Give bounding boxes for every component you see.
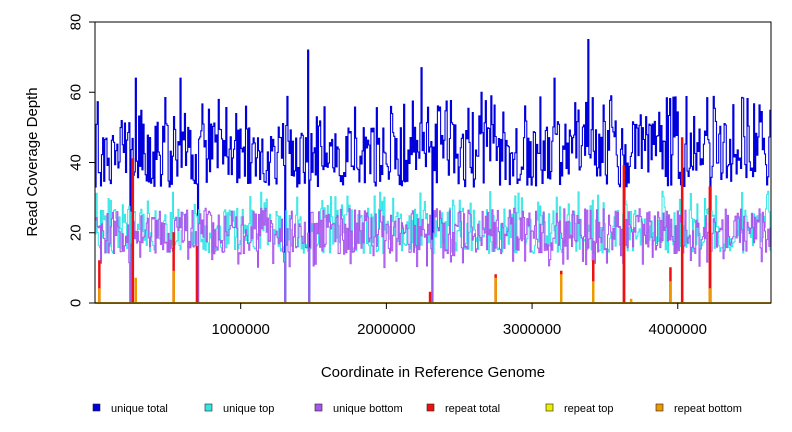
legend-label: unique top bbox=[223, 403, 274, 415]
legend-swatch bbox=[314, 403, 323, 412]
legend-swatch bbox=[204, 403, 213, 412]
x-axis-title: Coordinate in Reference Genome bbox=[321, 364, 545, 381]
series-unique-bottom bbox=[95, 207, 771, 304]
legend: unique total unique top unique bottom repea… bbox=[92, 403, 742, 415]
series-unique-total bbox=[95, 39, 771, 304]
y-axis: 0 20 40 60 80 bbox=[68, 14, 95, 307]
legend-label: unique total bbox=[111, 403, 168, 415]
y-axis-title: Read Coverage Depth bbox=[24, 87, 41, 236]
legend-swatch bbox=[426, 403, 435, 412]
x-tick-label: 3000000 bbox=[503, 321, 561, 338]
legend-item: unique total bbox=[92, 403, 168, 415]
legend-label: repeat bottom bbox=[674, 403, 742, 415]
y-tick-label: 60 bbox=[68, 84, 85, 101]
y-tick-label: 20 bbox=[68, 224, 85, 241]
legend-swatch bbox=[655, 403, 664, 412]
legend-item: unique top bbox=[204, 403, 274, 415]
legend-label: repeat top bbox=[564, 403, 614, 415]
y-tick-label: 80 bbox=[68, 14, 85, 31]
x-tick-label: 2000000 bbox=[357, 321, 415, 338]
y-tick-label: 0 bbox=[68, 299, 85, 307]
legend-item: repeat total bbox=[426, 403, 500, 415]
series-layer bbox=[95, 39, 771, 304]
x-axis: 1000000 2000000 3000000 4000000 bbox=[211, 303, 707, 338]
legend-swatch bbox=[92, 403, 101, 412]
legend-item: unique bottom bbox=[314, 403, 403, 415]
x-tick-label: 4000000 bbox=[649, 321, 707, 338]
y-tick-label: 40 bbox=[68, 154, 85, 171]
series-repeat-bottom bbox=[95, 270, 771, 304]
legend-item: repeat bottom bbox=[655, 403, 742, 415]
legend-swatch bbox=[545, 403, 554, 412]
legend-label: repeat total bbox=[445, 403, 500, 415]
legend-label: unique bottom bbox=[333, 403, 403, 415]
legend-item: repeat top bbox=[545, 403, 614, 415]
x-tick-label: 1000000 bbox=[211, 321, 269, 338]
